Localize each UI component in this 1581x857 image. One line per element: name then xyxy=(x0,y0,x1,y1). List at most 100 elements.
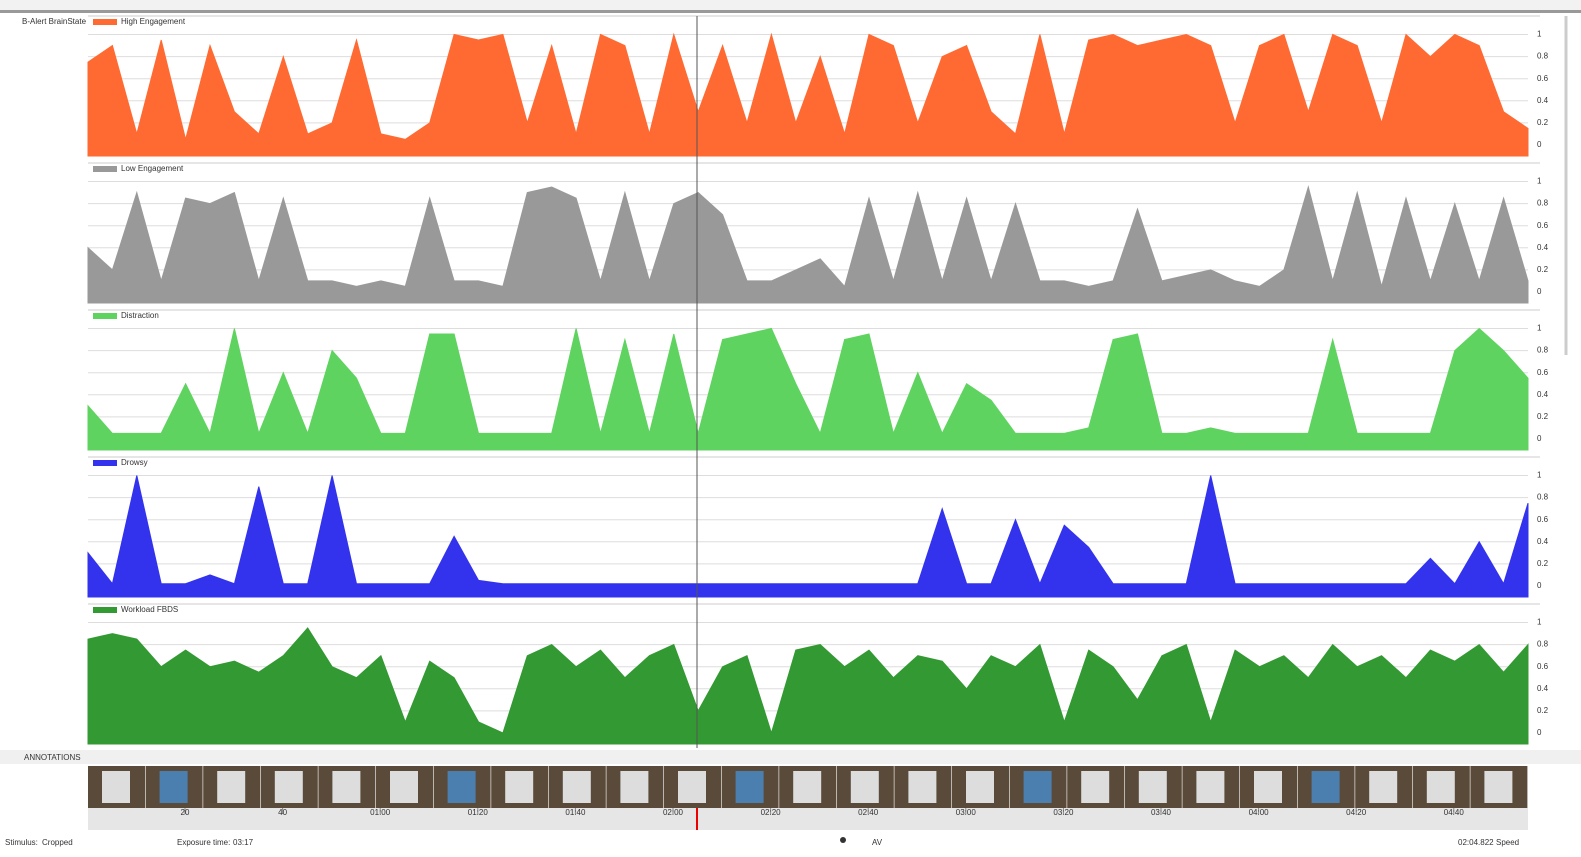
legend-swatch xyxy=(93,166,117,172)
y-tick-label: 0.4 xyxy=(1537,390,1549,399)
area xyxy=(88,476,1528,598)
y-tick-label: 0.2 xyxy=(1537,706,1549,715)
y-tick-label: 1 xyxy=(1537,177,1542,186)
person-icon[interactable] xyxy=(840,837,846,843)
thumbnail-screen xyxy=(217,771,245,803)
y-tick-label: 0.8 xyxy=(1537,346,1549,355)
thumbnail-screen xyxy=(160,771,188,803)
time-value: 02:04.822 xyxy=(1458,838,1494,847)
y-tick-label: 0.2 xyxy=(1537,559,1549,568)
thumbnail-screen xyxy=(1081,771,1109,803)
panel-title: B-Alert BrainState xyxy=(22,17,87,26)
y-tick-label: 0.4 xyxy=(1537,537,1549,546)
timeline-label: 04:20 xyxy=(1346,808,1367,817)
legend-swatch xyxy=(93,313,117,319)
av-label[interactable]: AV xyxy=(872,838,883,847)
y-tick-label: 1 xyxy=(1537,30,1542,39)
y-tick-label: 0.2 xyxy=(1537,412,1549,421)
legend-swatch xyxy=(93,607,117,613)
y-tick-label: 0 xyxy=(1537,728,1542,737)
thumbnail-screen xyxy=(793,771,821,803)
thumbnail-screen xyxy=(275,771,303,803)
legend-swatch xyxy=(93,19,117,25)
timeline-label: 02:00 xyxy=(663,808,684,817)
legend-label: High Engagement xyxy=(121,17,186,26)
thumbnail-strip xyxy=(88,766,1527,808)
area xyxy=(88,628,1528,744)
y-tick-label: 0 xyxy=(1537,287,1542,296)
y-tick-label: 0.4 xyxy=(1537,684,1549,693)
timeline-label: 02:20 xyxy=(761,808,782,817)
thumbnail-screen xyxy=(1024,771,1052,803)
thumbnail-screen xyxy=(851,771,879,803)
y-tick-label: 0.8 xyxy=(1537,640,1549,649)
y-tick-label: 0.6 xyxy=(1537,74,1549,83)
thumbnail-screen xyxy=(1427,771,1455,803)
annotations-bar xyxy=(0,750,1581,764)
area xyxy=(88,187,1528,303)
y-tick-label: 1 xyxy=(1537,324,1542,333)
thumbnail-screen xyxy=(1139,771,1167,803)
y-tick-label: 0 xyxy=(1537,434,1542,443)
timeline-label: 03:20 xyxy=(1053,808,1074,817)
y-tick-label: 0.2 xyxy=(1537,118,1549,127)
thumbnail-screen xyxy=(908,771,936,803)
thumbnail-screen xyxy=(505,771,533,803)
top-border xyxy=(0,10,1581,13)
thumbnail-screen xyxy=(448,771,476,803)
thumbnail-screen xyxy=(1312,771,1340,803)
timeline[interactable] xyxy=(88,808,1528,830)
thumbnail-screen xyxy=(390,771,418,803)
legend-swatch xyxy=(93,460,117,466)
page: B-Alert BrainState ANNOTATIONS Stimulus:… xyxy=(0,0,1581,852)
timeline-label: 03:40 xyxy=(1151,808,1172,817)
thumbnail-screen xyxy=(102,771,130,803)
y-tick-label: 0.6 xyxy=(1537,368,1549,377)
thumbnail-screen xyxy=(1369,771,1397,803)
timeline-label: 01:40 xyxy=(565,808,586,817)
stimulus-label: Stimulus: xyxy=(5,838,38,847)
legend-label: Low Engagement xyxy=(121,164,184,173)
y-tick-label: 0.6 xyxy=(1537,662,1549,671)
y-tick-label: 0.8 xyxy=(1537,199,1549,208)
thumbnail-screen xyxy=(736,771,764,803)
thumbnail-screen xyxy=(563,771,591,803)
y-tick-label: 0.8 xyxy=(1537,493,1549,502)
y-tick-label: 0 xyxy=(1537,581,1542,590)
y-tick-label: 0.6 xyxy=(1537,221,1549,230)
timeline-label: 01:20 xyxy=(468,808,489,817)
timeline-label: 03:00 xyxy=(956,808,977,817)
y-tick-label: 1 xyxy=(1537,618,1542,627)
y-tick-label: 0.6 xyxy=(1537,515,1549,524)
timeline-label: 04:40 xyxy=(1444,808,1465,817)
speed-label: Speed xyxy=(1496,838,1519,847)
y-tick-label: 0 xyxy=(1537,140,1542,149)
annotations-tab[interactable]: ANNOTATIONS xyxy=(24,753,81,762)
area xyxy=(88,35,1528,157)
y-tick-label: 0.8 xyxy=(1537,52,1549,61)
stimulus-value: Cropped xyxy=(42,838,73,847)
timeline-label: 40 xyxy=(278,808,287,817)
y-tick-label: 0.4 xyxy=(1537,243,1549,252)
timeline-label: 02:40 xyxy=(858,808,879,817)
thumbnail-screen xyxy=(1484,771,1512,803)
y-tick-label: 1 xyxy=(1537,471,1542,480)
thumbnail-screen xyxy=(1196,771,1224,803)
thumbnail-screen xyxy=(620,771,648,803)
thumbnail-screen xyxy=(332,771,360,803)
thumbnail-screen xyxy=(966,771,994,803)
thumbnail-screen xyxy=(1254,771,1282,803)
screen: B-Alert BrainState ANNOTATIONS Stimulus:… xyxy=(0,0,1581,852)
y-tick-label: 0.4 xyxy=(1537,96,1549,105)
area xyxy=(88,329,1528,451)
timeline-label: 01:00 xyxy=(370,808,391,817)
exposure-label: Exposure time: xyxy=(177,838,230,847)
thumbnail-screen xyxy=(678,771,706,803)
timeline-label: 20 xyxy=(181,808,190,817)
y-tick-label: 0.2 xyxy=(1537,265,1549,274)
timeline-label: 04:00 xyxy=(1249,808,1270,817)
legend-label: Distraction xyxy=(121,311,159,320)
legend-label: Workload FBDS xyxy=(121,605,178,614)
legend-label: Drowsy xyxy=(121,458,148,467)
exposure-value: 03:17 xyxy=(233,838,254,847)
